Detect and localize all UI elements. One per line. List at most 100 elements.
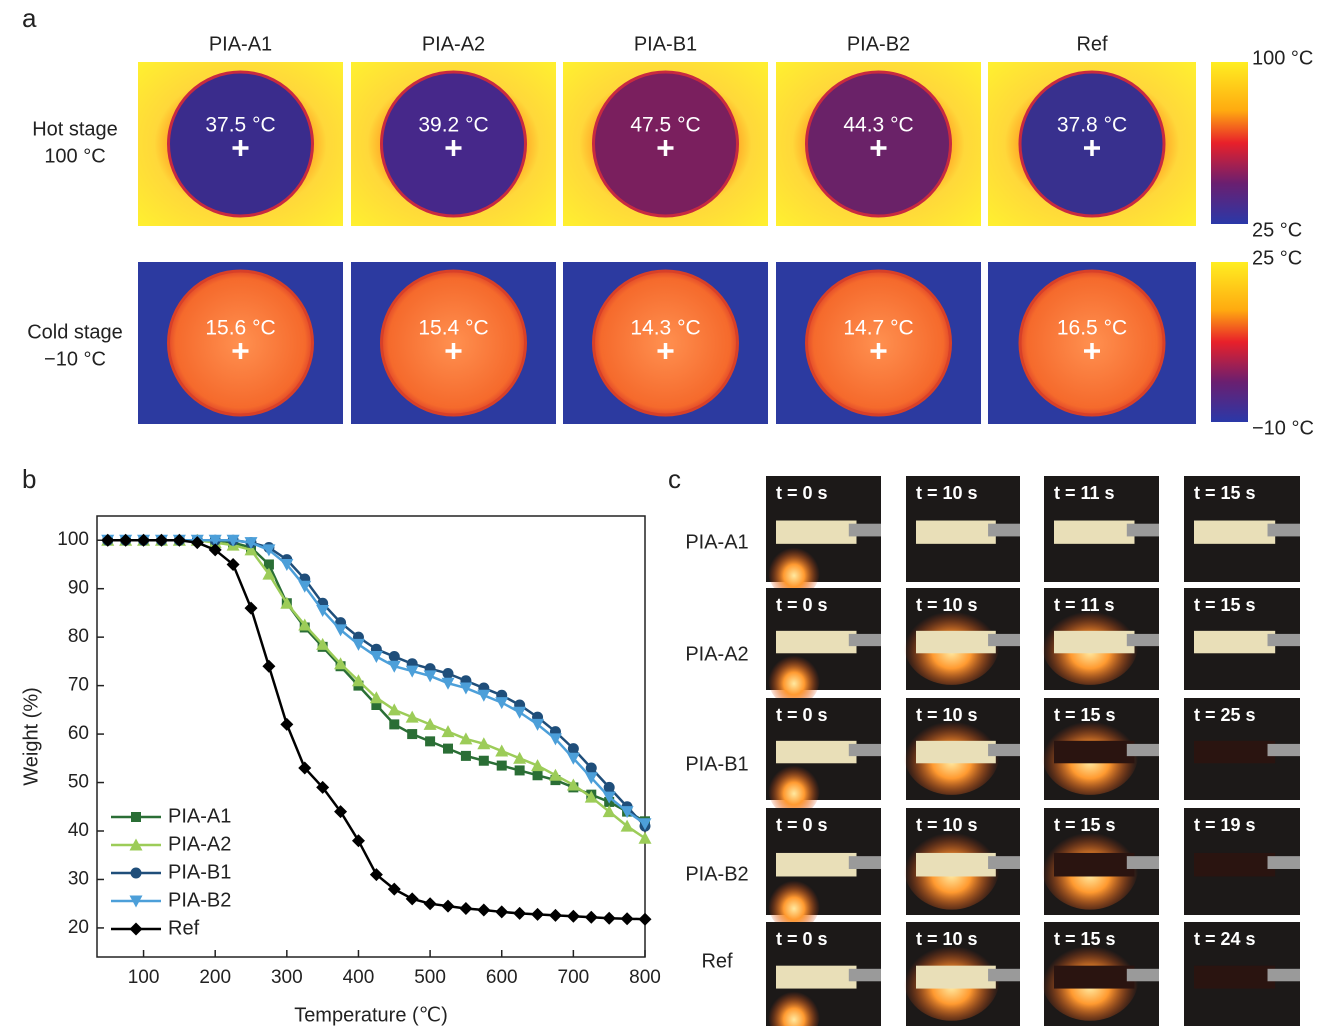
temperature-reading: 37.8 °C — [1057, 114, 1127, 137]
sample — [916, 631, 996, 653]
sample — [1194, 853, 1275, 877]
clamp — [988, 969, 1020, 981]
time-label: t = 15 s — [1054, 929, 1116, 949]
column-label: Ref — [1076, 33, 1108, 55]
data-point — [352, 639, 365, 651]
sample — [1054, 631, 1135, 653]
data-point — [585, 911, 598, 924]
row-label: 100 °C — [44, 145, 105, 167]
x-tick-label: 500 — [414, 967, 446, 988]
clamp — [849, 524, 881, 537]
sample — [916, 853, 996, 877]
row-label: −10 °C — [44, 348, 106, 370]
sample — [776, 631, 857, 653]
panel-label: c — [668, 464, 681, 494]
colorbar-label: 25 °C — [1252, 219, 1302, 241]
data-point — [639, 913, 652, 926]
clamp — [1127, 634, 1159, 646]
clamp — [1268, 969, 1300, 981]
data-point — [425, 736, 435, 746]
y-tick-label: 20 — [68, 917, 89, 938]
clamp — [849, 744, 881, 756]
sample — [776, 521, 857, 544]
y-tick-label: 60 — [68, 723, 89, 744]
y-tick-label: 30 — [68, 868, 89, 889]
legend-label: Ref — [168, 917, 200, 939]
temperature-reading: 47.5 °C — [630, 114, 700, 137]
colorbar-label: 25 °C — [1252, 247, 1302, 269]
legend-marker — [131, 868, 142, 879]
data-point — [442, 900, 455, 913]
row-label: Ref — [701, 950, 733, 972]
series-line — [108, 540, 645, 838]
data-point — [424, 897, 437, 910]
temperature-reading: 14.3 °C — [630, 317, 700, 340]
data-point — [477, 903, 490, 916]
row-label: PIA-B2 — [685, 863, 748, 885]
legend-marker — [130, 923, 143, 936]
data-point — [567, 910, 580, 923]
data-point — [262, 660, 275, 673]
time-label: t = 24 s — [1194, 929, 1256, 949]
data-point — [406, 892, 419, 905]
time-label: t = 10 s — [916, 815, 978, 835]
time-label: t = 0 s — [776, 815, 828, 835]
row-label: Cold stage — [27, 321, 123, 343]
data-point — [407, 729, 417, 739]
x-tick-label: 100 — [128, 967, 160, 988]
sample — [1054, 521, 1135, 544]
time-label: t = 15 s — [1194, 595, 1256, 615]
time-label: t = 10 s — [916, 705, 978, 725]
legend-label: PIA-B1 — [168, 861, 231, 883]
data-point — [443, 744, 453, 754]
y-tick-label: 90 — [68, 578, 89, 599]
clamp — [988, 856, 1020, 869]
data-point — [549, 769, 562, 781]
sample — [916, 521, 996, 544]
time-label: t = 10 s — [916, 595, 978, 615]
data-point — [461, 751, 471, 761]
data-point — [245, 602, 258, 615]
data-point — [389, 651, 400, 662]
row-label: PIA-B1 — [685, 753, 748, 775]
column-label: PIA-A2 — [422, 33, 485, 55]
column-label: PIA-B2 — [847, 33, 910, 55]
sample — [1194, 631, 1275, 653]
sample — [1194, 966, 1275, 989]
time-label: t = 11 s — [1054, 595, 1115, 615]
panel-label: a — [22, 3, 37, 33]
data-point — [513, 707, 526, 719]
temperature-reading: 16.5 °C — [1057, 317, 1127, 340]
clamp — [849, 856, 881, 869]
column-label: PIA-A1 — [209, 33, 272, 55]
clamp — [1127, 524, 1159, 537]
data-point — [515, 765, 525, 775]
x-tick-label: 200 — [199, 967, 231, 988]
data-point — [495, 697, 508, 709]
clamp — [988, 634, 1020, 646]
sample — [1054, 966, 1135, 989]
clamp — [1127, 856, 1159, 869]
time-label: t = 15 s — [1194, 483, 1256, 503]
colorbar — [1211, 62, 1248, 224]
clamp — [1127, 744, 1159, 756]
time-label: t = 25 s — [1194, 705, 1256, 725]
clamp — [1268, 634, 1300, 646]
column-label: PIA-B1 — [634, 33, 697, 55]
sample — [916, 741, 996, 763]
clamp — [849, 634, 881, 646]
burner-flame — [768, 760, 820, 816]
data-point — [495, 905, 508, 918]
time-label: t = 0 s — [776, 595, 828, 615]
row-label: Hot stage — [32, 118, 118, 140]
y-tick-label: 70 — [68, 675, 89, 696]
temperature-reading: 44.3 °C — [843, 114, 913, 137]
time-label: t = 15 s — [1054, 815, 1116, 835]
data-point — [459, 902, 472, 915]
data-point — [497, 761, 507, 771]
colorbar-label: 100 °C — [1252, 47, 1313, 69]
y-tick-label: 50 — [68, 772, 89, 793]
temperature-reading: 39.2 °C — [418, 114, 488, 137]
